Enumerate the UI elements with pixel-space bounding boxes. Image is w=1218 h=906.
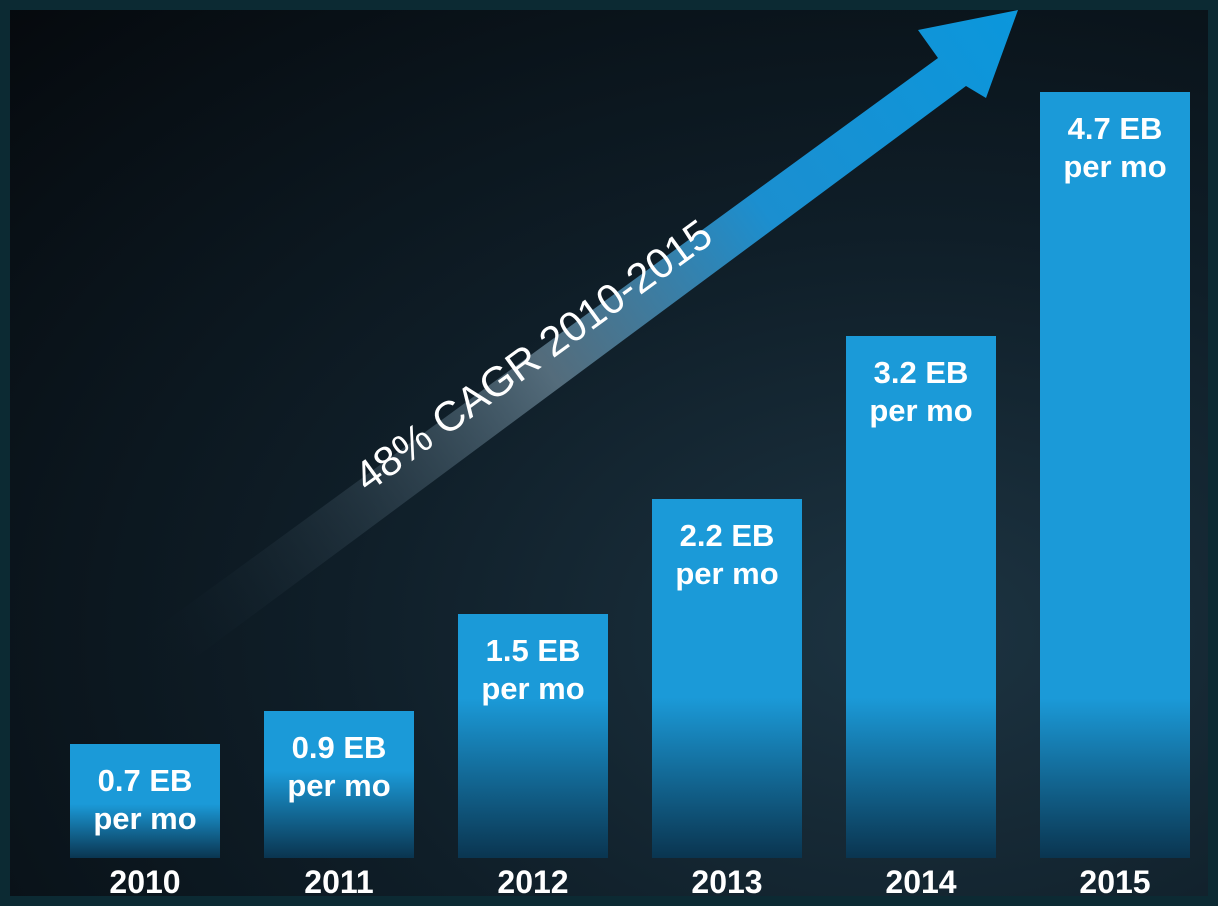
bar: 1.5 EB per mo bbox=[458, 613, 608, 858]
data-label: 0.9 EB per mo bbox=[287, 730, 391, 804]
bar: 2.2 EB per mo bbox=[652, 499, 802, 858]
x-tick-label: 2015 bbox=[1079, 864, 1151, 900]
data-label: 3.2 EB per mo bbox=[869, 355, 973, 429]
x-tick-label: 2010 bbox=[109, 864, 181, 900]
x-tick-label: 2011 bbox=[304, 864, 374, 900]
x-tick-label: 2014 bbox=[885, 864, 957, 900]
data-label: 2.2 EB per mo bbox=[675, 518, 779, 592]
bar: 3.2 EB per mo bbox=[846, 336, 996, 858]
annotation: 48% CAGR 2010-2015 bbox=[345, 210, 720, 501]
data-label: 0.7 EB per mo bbox=[93, 762, 197, 836]
growth-arrow bbox=[140, 10, 1018, 678]
data-label: 1.5 EB per mo bbox=[481, 632, 585, 706]
data-label: 4.7 EB per mo bbox=[1063, 110, 1167, 184]
x-tick-label: 2013 bbox=[691, 864, 763, 900]
bar: 0.7 EB per mo bbox=[70, 743, 220, 858]
bar: 4.7 EB per mo bbox=[1040, 91, 1190, 858]
x-tick-label: 2012 bbox=[497, 864, 569, 900]
bar: 0.9 EB per mo bbox=[264, 711, 414, 858]
